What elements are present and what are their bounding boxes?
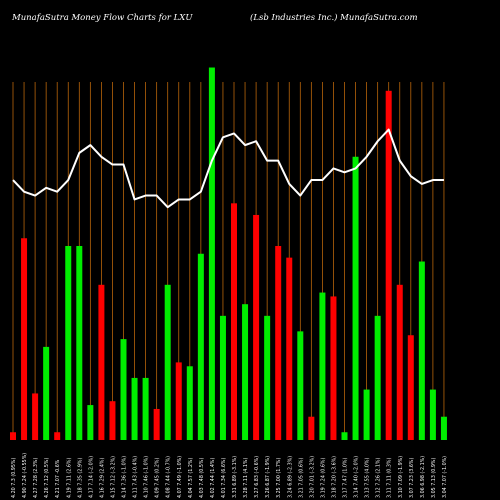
bar-29 (319, 292, 326, 440)
bar-16 (175, 362, 182, 440)
bar-21 (231, 203, 237, 440)
x-tick-label: 3.13 7.55 (4.0%) (365, 458, 371, 498)
bar-39 (429, 389, 436, 440)
money-flow-line (12, 128, 444, 209)
bar-37 (407, 335, 414, 440)
x-tick-label: 3.12 7.26 (2.1%) (376, 458, 382, 498)
x-tick-label: 4.90 7.24 (-0.55%) (22, 453, 28, 498)
chart-title: MunafaSutra Money Flow Charts for LXU (12, 13, 193, 23)
bar-18 (197, 253, 204, 440)
bar-5 (54, 432, 61, 440)
x-tick-label: 4.08 7.44 (-0.7%) (166, 456, 172, 498)
x-tick-label: 3.10 7.09 (-1.9%) (398, 456, 404, 498)
x-tick-label: 3.21 7.05 (0.6%) (298, 458, 304, 498)
bar-19 (208, 67, 215, 441)
x-tick-label: 3.06 6.98 (-2.1%) (420, 456, 426, 498)
bar-13 (142, 377, 149, 440)
bar-35 (385, 90, 392, 441)
x-tick-label: 4.02 7.44 (1.4%) (210, 458, 216, 498)
bar-34 (374, 315, 381, 440)
x-tick-label: 3.24 6.89 (-2.3%) (287, 456, 293, 498)
x-tick-label: 4.16 7.29 (2.4%) (99, 458, 105, 498)
bar-10 (109, 401, 116, 440)
x-tick-label: 3.14 7.40 (-2.0%) (354, 456, 360, 498)
x-tick-label: 4.03 7.48 (0.5%) (199, 458, 205, 498)
x-tick-label: 4.19 7.11 (2.6%) (66, 458, 72, 498)
x-tick-label: 3.26 6.87 (-1.9%) (265, 456, 271, 498)
x-tick-label: 4.26 7.12 (0.5%) (44, 458, 50, 498)
bar-25 (275, 246, 282, 440)
bar-23 (253, 214, 260, 440)
bar-38 (418, 261, 425, 440)
bar-32 (352, 156, 359, 440)
x-tick-label: 4.01 7.34 (6.6%) (221, 458, 227, 498)
x-tick-label: 3.19 7.24 (0.6%) (320, 458, 326, 498)
bar-24 (264, 315, 271, 440)
bar-36 (396, 284, 403, 440)
x-tick-label: 4.11 7.43 (-0.4%) (133, 456, 139, 498)
bar-40 (440, 416, 447, 440)
bar-12 (131, 377, 138, 440)
bar-17 (186, 366, 193, 440)
x-tick-label: 3.11 7.11 (0.3%) (387, 458, 393, 498)
x-tick-label: 4.09 7.45 (0.2%) (155, 458, 161, 498)
bar-30 (330, 296, 337, 440)
x-tick-label: 3.07 7.23 (3.6%) (409, 458, 415, 498)
x-tick-label: 4.17 7.14 (-2.0%) (88, 456, 94, 498)
x-tick-label: 3.04 7.07 (-1.0%) (442, 456, 448, 498)
bar-33 (363, 389, 370, 440)
bar-28 (308, 416, 315, 440)
x-tick-label: 4.27 7.28 (2.3%) (33, 458, 39, 498)
x-tick-label: 3.20 7.01 (-3.2%) (309, 456, 315, 498)
bar-3 (32, 393, 39, 440)
x-tick-label: 4.14 7.36 (-1.0%) (122, 456, 128, 498)
bar-8 (87, 405, 94, 440)
x-tick-label: 3.18 7.20 (-3.6%) (331, 456, 337, 498)
x-tick-label: 3.27 6.83 (-0.6%) (254, 456, 260, 498)
x-tick-label: 4.15 7.12 (-3.2%) (110, 456, 116, 498)
bar-6 (65, 246, 72, 440)
x-tick-label: 3.31 6.89 (-3.1%) (232, 456, 238, 498)
bar-2 (21, 238, 28, 440)
chart-subtitle: (Lsb Industries Inc.) MunafaSutra.com (250, 13, 418, 23)
bar-7 (76, 246, 83, 440)
bar-9 (98, 284, 105, 440)
bar-1 (10, 432, 16, 440)
x-tick-label: 4.10 7.46 (-1.0%) (144, 456, 150, 498)
x-tick-label: 3.28 7.11 (4.1%) (243, 458, 249, 498)
bar-4 (43, 346, 50, 440)
bar-14 (153, 408, 160, 440)
bar-22 (242, 304, 249, 440)
x-tick-label: 3.25 7.00 (1.7%) (276, 458, 282, 498)
x-tick-label: 3.05 7.13 (0.9%) (431, 458, 437, 498)
bar-11 (120, 339, 127, 440)
x-tick-label: 4.07 7.49 (-1.0%) (177, 456, 183, 498)
x-tick-label: 4.21 7.07 -0.6% (55, 459, 61, 498)
bar-15 (164, 284, 171, 440)
bar-27 (297, 331, 304, 440)
x-tick-label: 4.18 7.35 (2.9%) (77, 458, 83, 498)
x-tick-label: 4.20 7.3 (0.95%) (11, 458, 17, 498)
x-tick-label: 4.04 7.57 (1.2%) (188, 458, 194, 498)
x-tick-label: 3.17 7.47 (1.0%) (343, 458, 349, 498)
bar-20 (219, 315, 226, 440)
bar-31 (341, 432, 348, 440)
bar-26 (286, 257, 293, 440)
